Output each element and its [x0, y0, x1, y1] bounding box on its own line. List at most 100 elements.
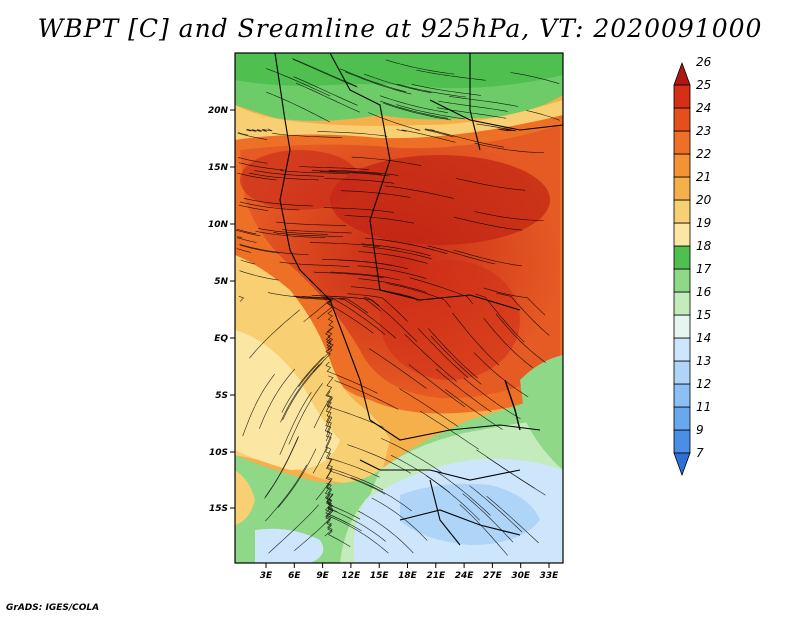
streamline: [312, 327, 334, 373]
streamline: [396, 104, 465, 120]
streamline: [240, 259, 256, 265]
streamline: [384, 185, 454, 199]
colorbar-label: 22: [696, 147, 711, 161]
streamline: [425, 475, 480, 521]
streamline: [379, 95, 448, 113]
chart-title: WBPT [C] and Sreamline at 925hPa, VT: 20…: [37, 14, 763, 43]
colorbar-segment: [673, 245, 691, 270]
streamline: [254, 170, 325, 177]
streamline: [237, 236, 243, 239]
streamline: [469, 485, 523, 533]
streamline: [411, 84, 481, 96]
streamline: [324, 483, 361, 520]
streamline: [347, 444, 411, 474]
streamline: [347, 293, 408, 322]
streamline: [435, 130, 505, 148]
streamline: [385, 59, 455, 75]
lon-tick-label: 15E: [370, 571, 390, 581]
colorbar-label: 21: [696, 170, 711, 184]
colorbar: 7 9 11 12 13 14 15 16 17 18 19 20 21 22 23 24 25 26: [673, 55, 712, 477]
colorbar-segment: [673, 130, 691, 155]
map-field: [235, 53, 563, 563]
lat-tick-label: 15S: [209, 504, 228, 514]
streamline: [327, 458, 384, 491]
streamline: [386, 283, 451, 308]
colorbar-label: 11: [696, 400, 711, 414]
lat-tick-label: 15N: [208, 163, 229, 173]
colorbar-label: 24: [696, 101, 711, 115]
streamline: [237, 132, 268, 140]
colorbar-label: 17: [696, 262, 712, 276]
streamline: [408, 364, 465, 408]
lon-tick-label: 6E: [288, 571, 301, 581]
colorbar-segment: [673, 360, 691, 385]
streamline: [473, 352, 529, 398]
streamline: [326, 468, 338, 513]
streamline: [344, 71, 412, 95]
streamline: [380, 438, 443, 474]
streamline: [390, 455, 451, 494]
streamline: [368, 348, 427, 389]
streamline: [358, 251, 428, 264]
streamline: [350, 477, 412, 512]
streamline: [236, 237, 257, 243]
colorbar-label: 20: [696, 193, 712, 207]
streamline: [358, 278, 427, 293]
lon-tick-label: 30E: [511, 571, 531, 581]
streamline: [277, 448, 317, 508]
streamline: [363, 73, 432, 94]
streamline: [264, 437, 299, 499]
streamline: [238, 295, 245, 302]
streamline: [279, 261, 350, 267]
colorbar-label: 9: [696, 423, 704, 437]
streamline: [312, 416, 332, 474]
streamline: [365, 237, 435, 251]
streamline: [239, 201, 300, 211]
streamline: [459, 504, 508, 556]
streamline: [237, 172, 277, 181]
streamline: [339, 68, 407, 93]
streamline: [293, 76, 358, 106]
colorbar-segment: [673, 222, 691, 247]
streamline: [417, 328, 469, 378]
colorbar-label: 16: [696, 285, 712, 299]
lon-tick-label: 12E: [342, 571, 362, 581]
streamline: [351, 156, 422, 166]
streamline: [368, 112, 421, 131]
streamline: [357, 510, 414, 554]
streamline: [326, 397, 384, 428]
streamline: [281, 229, 352, 234]
colorbar-segment: [673, 314, 691, 339]
streamline: [496, 292, 550, 336]
streamline: [427, 245, 496, 265]
lat-tick-label: 5N: [214, 277, 228, 287]
streamline: [474, 211, 544, 221]
colorbar-segment: [673, 153, 691, 178]
streamline: [239, 270, 279, 281]
streamline: [495, 313, 546, 363]
streamline: [242, 374, 275, 437]
streamline: [462, 493, 514, 543]
colorbar-segment: [673, 406, 691, 431]
colorbar-label: 23: [696, 124, 711, 138]
streamline: [323, 207, 394, 213]
lat-tick-label: 20N: [208, 106, 229, 116]
colorbar-label: 13: [696, 354, 711, 368]
streamline: [327, 464, 386, 495]
colorbar-segment: [673, 337, 691, 362]
streamline: [249, 309, 300, 359]
streamline: [302, 296, 368, 314]
lon-tick-label: 33E: [540, 571, 560, 581]
lon-tick-label: 21E: [426, 571, 446, 581]
streamline: [268, 504, 320, 554]
streamline: [259, 368, 296, 429]
streamline: [341, 190, 411, 198]
streamline: [438, 100, 508, 112]
colorbar-label: 12: [696, 377, 711, 391]
streamline: [279, 392, 312, 455]
colorbar-segment: [673, 383, 691, 408]
streamline: [397, 83, 466, 98]
streamline: [445, 389, 503, 430]
streamline: [463, 377, 521, 420]
streamline: [268, 292, 334, 303]
